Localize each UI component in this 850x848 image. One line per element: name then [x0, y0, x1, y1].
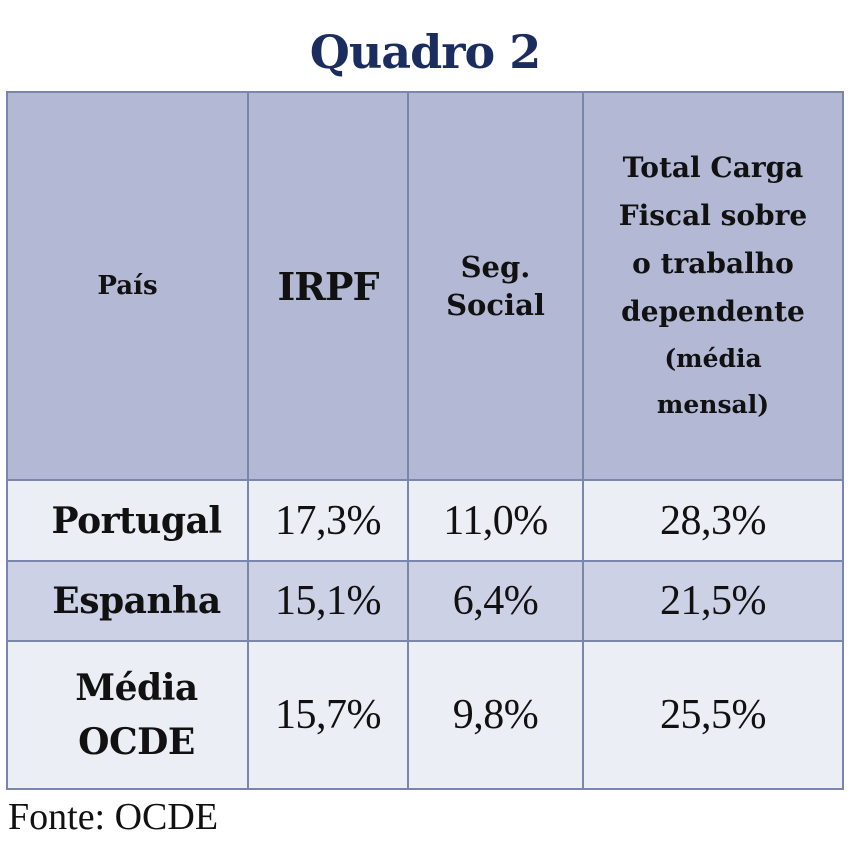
header-seg-line2: Social — [446, 288, 545, 322]
header-total-sub-line2: mensal) — [656, 390, 770, 419]
table-row: Média OCDE 15,7% 9,8% 25,5% — [6, 640, 844, 790]
header-total-line4: dependente — [621, 295, 805, 328]
country-cell: Média OCDE — [6, 640, 249, 790]
header-irpf: IRPF — [247, 91, 409, 481]
header-pais: País — [6, 91, 249, 481]
header-total-line3: o trabalho — [632, 247, 794, 280]
irpf-cell: 17,3% — [247, 479, 409, 562]
table-header-row: País IRPF Seg. Social Total Carga Fiscal… — [6, 91, 844, 481]
total-cell: 25,5% — [582, 640, 844, 790]
country-line2: OCDE — [78, 721, 195, 763]
country-line1: Média — [75, 667, 198, 709]
header-total-sub-line1: (média — [664, 344, 762, 373]
country-cell: Portugal — [6, 479, 249, 562]
country-cell: Espanha — [6, 560, 249, 642]
page-title: Quadro 2 — [309, 25, 541, 79]
header-seg-social: Seg. Social — [407, 91, 584, 481]
table-row: Portugal 17,3% 11,0% 28,3% — [6, 479, 844, 562]
irpf-cell: 15,7% — [247, 640, 409, 790]
source-note: Fonte: OCDE — [8, 796, 219, 838]
total-cell: 21,5% — [582, 560, 844, 642]
seg-social-cell: 9,8% — [407, 640, 584, 790]
header-total-carga: Total Carga Fiscal sobre o trabalho depe… — [582, 91, 844, 481]
seg-social-cell: 6,4% — [407, 560, 584, 642]
seg-social-cell: 11,0% — [407, 479, 584, 562]
header-seg-line1: Seg. — [460, 250, 531, 284]
total-cell: 28,3% — [582, 479, 844, 562]
irpf-cell: 15,1% — [247, 560, 409, 642]
header-total-line2: Fiscal sobre — [618, 199, 808, 232]
header-total-line1: Total Carga — [622, 151, 804, 184]
table-row: Espanha 15,1% 6,4% 21,5% — [6, 560, 844, 642]
tax-table: País IRPF Seg. Social Total Carga Fiscal… — [6, 91, 844, 790]
